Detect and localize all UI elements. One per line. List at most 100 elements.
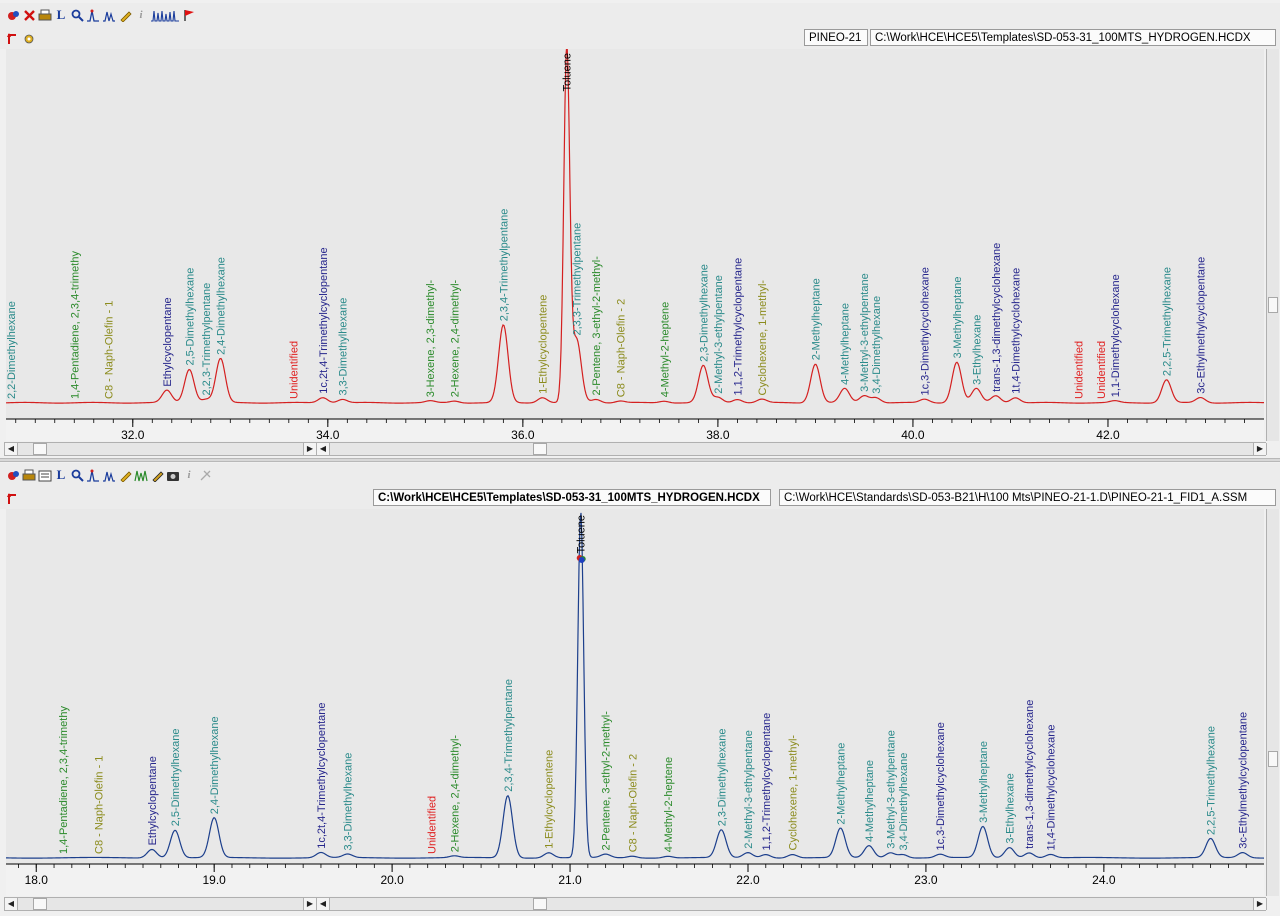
peak-label[interactable]: 4-Methylheptane xyxy=(864,760,876,842)
peak-label[interactable]: 3-Methylheptane xyxy=(978,741,990,823)
peak-label[interactable]: 3,4-Dimethylhexane xyxy=(871,296,883,394)
peak-label[interactable]: 2,5-Dimethylhexane xyxy=(170,728,182,826)
peak-label[interactable]: 2,2,3-Trimethylpentane xyxy=(201,283,213,396)
baseline-icon[interactable] xyxy=(102,468,116,482)
label-icon[interactable]: L xyxy=(56,7,66,22)
peak-label[interactable]: 2-Methylheptane xyxy=(836,743,848,825)
back-arrow-icon[interactable] xyxy=(5,31,19,45)
peak-label[interactable]: 2-Methyl-3-ethylpentane xyxy=(713,275,725,394)
peak-label[interactable]: 3,3-Dimethylhexane xyxy=(337,298,349,396)
peak-label[interactable]: Unidentified xyxy=(426,796,438,854)
scroll-right-button[interactable]: ▶ xyxy=(303,898,317,910)
pencil-icon[interactable] xyxy=(118,8,132,22)
peak-label[interactable]: 1c,2t,4-Trimethylcyclopentane xyxy=(318,247,330,393)
peak-pick-icon[interactable] xyxy=(86,8,100,22)
peak-label[interactable]: C8 - Naph-Olefin - 1 xyxy=(94,756,106,854)
zoom-icon[interactable] xyxy=(70,8,84,22)
bottom-scroll-thumb-2[interactable] xyxy=(533,898,547,910)
peak-label[interactable]: 1-Ethylcyclopentene xyxy=(544,750,556,849)
peak-label[interactable]: 4-Methyl-2-heptene xyxy=(663,757,675,852)
peak-label[interactable]: Toluene xyxy=(562,53,574,92)
peak-label[interactable]: 1t,4-Dimethylcyclohexane xyxy=(1046,725,1058,851)
scroll-left-button[interactable]: ◀ xyxy=(5,898,18,910)
peak-label[interactable]: 1t,4-Dimethylcyclohexane xyxy=(1010,268,1022,394)
peak-label[interactable]: 2,4-Dimethylhexane xyxy=(216,257,228,355)
peak-label[interactable]: 3-Ethylhexane xyxy=(1005,773,1017,843)
peak-label[interactable]: 2,2,5-Trimethylhexane xyxy=(1162,267,1174,376)
peak-label[interactable]: trans-1,3-dimethylcyclohexane xyxy=(991,243,1003,392)
pencil-icon[interactable] xyxy=(118,468,132,482)
peak-label[interactable]: C8 - Naph-Olefin - 2 xyxy=(627,754,639,852)
peak-label[interactable]: 2-Hexene, 2,4-dimethyl- xyxy=(450,279,462,397)
bottom-scroll-thumb[interactable] xyxy=(33,898,47,910)
peak-label[interactable]: Unidentified xyxy=(1074,341,1086,399)
peak-label[interactable]: 2,4-Dimethylhexane xyxy=(209,716,221,814)
peak-label[interactable]: 3-Hexene, 2,3-dimethyl- xyxy=(425,279,437,397)
peak-label[interactable]: Ethylcyclopentane xyxy=(147,756,159,845)
peak-label[interactable]: Cyclohexene, 1-methyl- xyxy=(788,735,800,851)
peak-label[interactable]: 2,3-Dimethylhexane xyxy=(716,728,728,826)
print-icon[interactable] xyxy=(38,8,52,22)
multi-peak-icon[interactable] xyxy=(150,8,180,22)
bottom-vertical-scrollbar[interactable] xyxy=(1266,509,1279,896)
peak-label[interactable]: 3-Methyl-3-ethylpentane xyxy=(859,273,871,392)
peak-label[interactable]: C8 - Naph-Olefin - 2 xyxy=(615,299,627,397)
multi-peak-icon[interactable] xyxy=(134,468,148,482)
print-icon[interactable] xyxy=(22,468,36,482)
peak-label[interactable]: Unidentified xyxy=(289,341,301,399)
peak-label[interactable]: 2-Hexene, 2,4-dimethyl- xyxy=(449,735,461,853)
back-arrow-icon[interactable] xyxy=(5,491,19,505)
peak-label[interactable]: Unidentified xyxy=(1096,341,1108,399)
top-vertical-scroll-thumb[interactable] xyxy=(1268,297,1278,313)
info-icon[interactable]: i xyxy=(139,9,143,21)
bottom-chromatogram[interactable]: 18.0 19.0 20.0 21.0 22.0 23.0 24.0 1,4-Pentadie… xyxy=(0,509,1280,896)
top-horizontal-scrollbar[interactable]: ◀ ▶ ◀ ▶ xyxy=(4,442,1267,456)
top-chromatogram[interactable]: 32.0 34.0 36.0 38.0 40.0 42.0 2,2-Dimethylhexa… xyxy=(0,49,1280,441)
peak-label[interactable]: 2-Pentene, 3-ethyl-2-methyl- xyxy=(601,711,613,851)
edit-icon[interactable] xyxy=(150,468,164,482)
peak-label[interactable]: 2,5-Dimethylhexane xyxy=(184,268,196,366)
peak-label[interactable]: 3-Methyl-3-ethylpentane xyxy=(885,730,897,849)
peak-label[interactable]: 3,4-Dimethylhexane xyxy=(898,753,910,851)
delete-icon[interactable] xyxy=(22,8,36,22)
peak-label[interactable]: 3-Ethylhexane xyxy=(971,315,983,385)
peak-label[interactable]: 1,1,2-Trimethylcyclopentane xyxy=(761,713,773,851)
peak-label[interactable]: 2-Pentene, 3-ethyl-2-methyl- xyxy=(591,256,603,396)
peak-label[interactable]: 1,1-Dimethylcyclohexane xyxy=(1110,274,1122,397)
peak-label[interactable]: 1c,3-Dimethylcyclohexane xyxy=(920,267,932,395)
zoom-icon[interactable] xyxy=(70,468,84,482)
baseline-icon[interactable] xyxy=(102,8,116,22)
peak-label[interactable]: 2,2,5-Trimethylhexane xyxy=(1206,726,1218,835)
peak-label[interactable]: 1c,3-Dimethylcyclohexane xyxy=(935,722,947,850)
pane-divider[interactable] xyxy=(0,458,1280,462)
peak-label[interactable]: 1c,2t,4-Trimethylcyclopentane xyxy=(316,702,328,848)
scroll-left-button[interactable]: ◀ xyxy=(5,443,18,455)
scroll-left-button-2[interactable]: ◀ xyxy=(317,443,330,455)
peak-label[interactable]: 2,3-Dimethylhexane xyxy=(698,264,710,362)
scroll-right-button[interactable]: ▶ xyxy=(303,443,317,455)
peak-label[interactable]: Cyclohexene, 1-methyl- xyxy=(757,280,769,396)
target-icon[interactable] xyxy=(6,468,20,482)
peak-label[interactable]: 2-Methyl-3-ethylpentane xyxy=(743,730,755,849)
peak-label[interactable]: 3-Methylheptane xyxy=(952,276,964,358)
scroll-left-button-2[interactable]: ◀ xyxy=(317,898,330,910)
peak-label[interactable]: 1,4-Pentadiene, 2,3,4-trimethy xyxy=(58,706,70,854)
peak-label[interactable]: trans-1,3-dimethylcyclohexane xyxy=(1024,700,1036,849)
peak-pick-icon[interactable] xyxy=(86,468,100,482)
top-scroll-thumb-2[interactable] xyxy=(533,443,547,455)
peak-label[interactable]: 2-Methylheptane xyxy=(810,278,822,360)
peak-label[interactable]: Ethylcyclopentane xyxy=(162,297,174,386)
top-vertical-scrollbar[interactable] xyxy=(1266,49,1279,441)
peak-label[interactable]: 1,4-Pentadiene, 2,3,4-trimethy xyxy=(69,251,81,399)
peak-label[interactable]: 3,3-Dimethylhexane xyxy=(343,753,355,851)
peak-label[interactable]: 2,3,4-Trimethylpentane xyxy=(498,209,510,322)
peak-label[interactable]: 2,2-Dimethylhexane xyxy=(6,301,18,399)
camera-icon[interactable] xyxy=(166,468,180,482)
peak-label[interactable]: 2,3,4-Trimethylpentane xyxy=(503,679,515,792)
label-icon[interactable]: L xyxy=(56,467,66,482)
peak-label[interactable]: 1-Ethylcyclopentene xyxy=(537,295,549,394)
bottom-vertical-scroll-thumb[interactable] xyxy=(1268,751,1278,767)
info-icon[interactable]: i xyxy=(187,469,191,481)
peak-label[interactable]: 3c-Ethylmethylcyclopentane xyxy=(1238,712,1250,849)
peak-label[interactable]: 2,3,3-Trimethylpentane xyxy=(572,223,584,336)
